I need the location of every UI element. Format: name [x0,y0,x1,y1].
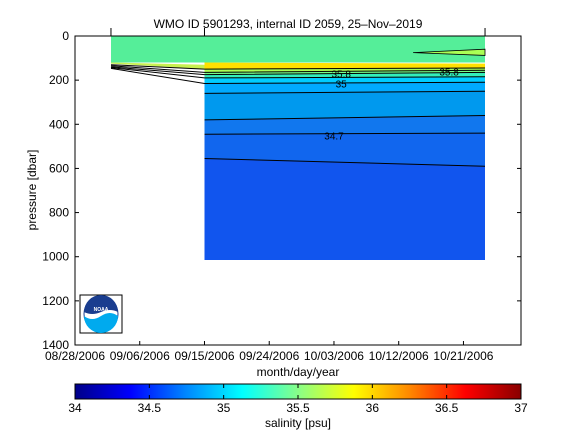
shallow-wedge-band [111,62,205,70]
y-tick-label: 0 [62,29,69,43]
contour-label: 35.8 [439,67,459,78]
contour-line [204,115,486,121]
contour-line [204,90,486,94]
salinity-band [204,76,485,84]
x-axis: 08/28/2006 09/06/2006 09/15/2006 09/24/2006… [45,341,494,363]
x-tick-label: 09/06/2006 [110,349,170,363]
noaa-logo: NOAA [79,294,123,334]
x-axis-label: month/day/year [257,365,340,379]
contour-line [110,64,486,70]
salinity-band [204,82,485,94]
x-tick-label: 10/03/2006 [304,349,364,363]
colorbar-ticks: 34 34.5 35 35.5 36 36.5 37 [68,384,528,415]
y-tick-label: 600 [49,161,69,175]
logo-wave-shape [84,313,118,333]
colorbar-tick-label: 35.5 [286,401,310,415]
salinity-bands [111,36,486,260]
chart-title: WMO ID 5901293, internal ID 2059, 25–Nov… [154,17,423,31]
colorbar: 34 34.5 35 35.5 36 36.5 37 [68,383,528,415]
y-tick-label: 1200 [42,294,69,308]
y-tick-label: 200 [49,73,69,87]
colorbar-tick-label: 35 [217,401,231,415]
contour-line [204,158,486,167]
colorbar-tick-label: 34 [68,401,82,415]
colorbar-tick-label: 36.5 [435,401,459,415]
salinity-band [204,91,485,120]
colorbar-tick-label: 37 [514,401,528,415]
contour-lines [110,64,486,167]
x-tick-label: 09/15/2006 [174,349,234,363]
contour-label: 35 [336,80,348,91]
logo-sky-shape [84,295,118,314]
x-tick-label: 10/21/2006 [433,349,493,363]
y-axis-label: pressure [dbar] [25,150,39,231]
salinity-band [111,36,485,63]
salinity-band [204,158,485,260]
colorbar-label: salinity [psu] [265,416,331,430]
logo-text: NOAA [94,307,109,313]
surface-intrusion [413,48,486,56]
contour-label: 35.8 [331,70,351,81]
colorbar-tick-label: 34.5 [138,401,162,415]
contour-label: 34.7 [324,131,344,142]
salinity-band [204,70,485,75]
y-tick-label: 1000 [42,250,69,264]
plot-frame [74,35,522,346]
salinity-band [204,133,485,167]
contour-line [110,65,486,73]
colorbar-tick-label: 36 [366,401,380,415]
salinity-band [204,72,485,78]
x-tick-label: 10/12/2006 [369,349,429,363]
x-tick-label: 09/24/2006 [239,349,299,363]
y-axis: 0 200 400 600 800 1000 1200 1400 [42,29,521,352]
contour-line [110,66,486,76]
contour-line [204,132,486,135]
contour-line [110,67,486,79]
x-tick-label: 08/28/2006 [45,349,105,363]
y-tick-label: 1400 [42,338,69,352]
y-tick-label: 400 [49,117,69,131]
contour-line [110,67,486,85]
y-tick-label: 800 [49,206,69,220]
profile-date-ticks [110,28,486,36]
salinity-band [204,62,485,70]
salinity-band [204,115,485,135]
